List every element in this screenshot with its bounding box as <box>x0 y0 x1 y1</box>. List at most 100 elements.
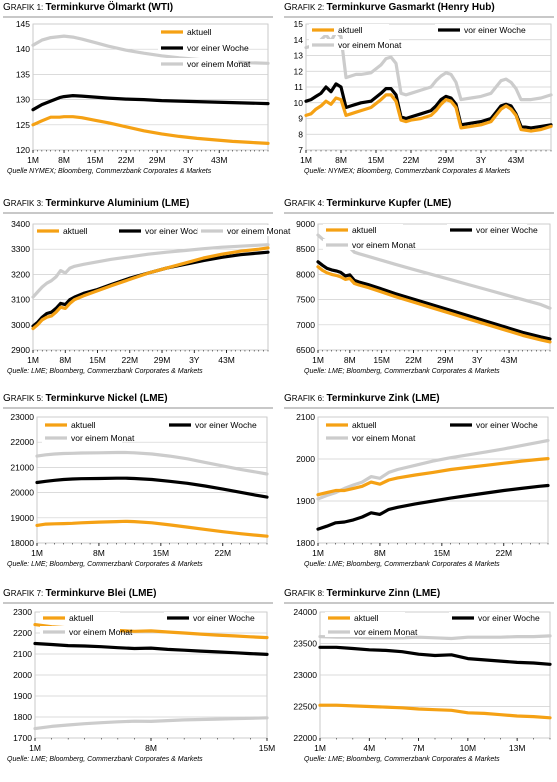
x-tick-label: 8M <box>335 155 347 165</box>
series-line-aktuell <box>316 265 552 344</box>
chart-title-text: Terminkurve Ölmarkt (WTI) <box>45 2 174 13</box>
chart-panel-7: GRAFIK 7: Terminkurve Blei (LME) 1700 1800… <box>3 588 275 780</box>
plot-frame <box>32 223 269 351</box>
title-divider <box>284 212 554 214</box>
legend-bg <box>40 612 120 623</box>
legend-bg <box>40 626 120 637</box>
y-tick-label: 3300 <box>11 244 30 254</box>
x-tick-label: 8M <box>344 355 356 365</box>
y-tick-label: 18000 <box>10 538 34 548</box>
series-line-aktuell <box>31 115 270 145</box>
legend-bg <box>309 39 389 50</box>
chart-title-text: Terminkurve Nickel (LME) <box>45 393 168 404</box>
legend-label-vor-einem-monat: vor einem Monat <box>352 433 416 443</box>
x-tick-label: 22M <box>214 548 231 558</box>
series-line-vor-einer-woche <box>318 645 552 666</box>
chart-panel-5: GRAFIK 5: Terminkurve Nickel (LME) 18000 1… <box>3 393 273 585</box>
legend-bg <box>198 225 278 236</box>
series-line-aktuell <box>304 93 553 133</box>
x-tick-label: 1M <box>29 743 41 753</box>
chart-caption-prefix: GRAFIK 2: <box>284 2 327 13</box>
y-tick-label: 8500 <box>296 244 315 254</box>
y-tick-label: 2200 <box>13 628 32 638</box>
y-tick-label: 7500 <box>296 295 315 305</box>
legend-label-aktuell: aktuell <box>187 27 212 37</box>
legend-bg <box>323 239 403 250</box>
legend-bg <box>323 419 403 430</box>
chart-title: GRAFIK 7: Terminkurve Blei (LME) <box>3 588 156 599</box>
y-tick-label: 125 <box>16 120 30 130</box>
y-tick-label: 22000 <box>10 437 34 447</box>
x-tick-label: 43M <box>501 355 518 365</box>
chart-title-text: Terminkurve Kupfer (LME) <box>326 198 452 209</box>
x-tick-label: 15M <box>89 355 106 365</box>
y-tick-label: 19000 <box>10 513 34 523</box>
x-tick-label: 22M <box>495 548 512 558</box>
x-tick-label: 15M <box>87 155 104 165</box>
title-divider <box>3 407 273 409</box>
legend-label-vor-einer-woche: vor einer Woche <box>476 420 538 430</box>
chart-title-text: Terminkurve Aluminium (LME) <box>45 198 190 209</box>
x-tick-label: 3Y <box>476 155 487 165</box>
chart-title-text: Terminkurve Blei (LME) <box>45 588 157 599</box>
y-tick-label: 15 <box>294 19 304 29</box>
y-tick-label: 6500 <box>296 345 315 355</box>
chart-caption-prefix: GRAFIK 1: <box>3 2 46 13</box>
legend-label-vor-einer-woche: vor einer Woche <box>478 613 540 623</box>
chart-title: GRAFIK 3: Terminkurve Aluminium (LME) <box>3 198 189 209</box>
legend-label-vor-einer-woche: vor einer Woche <box>145 226 207 236</box>
chart-svg: 7 8 9 10 11 12 13 14 15 1M 8M 15M 22M 29M 3Y 43M aktuell… <box>294 19 553 165</box>
y-tick-label: 10 <box>294 98 304 108</box>
x-tick-label: 22M <box>118 155 135 165</box>
legend-label-aktuell: aktuell <box>71 420 96 430</box>
x-tick-label: 29M <box>437 355 454 365</box>
chart-source: Quelle: LME; Bloomberg, Commerzbank Corp… <box>7 368 203 375</box>
legend-bg <box>447 419 527 430</box>
legend-bg <box>34 225 114 236</box>
legend-label-aktuell: aktuell <box>352 420 377 430</box>
x-tick-label: 8M <box>145 743 157 753</box>
legend-bg <box>447 224 527 235</box>
x-tick-label: 3Y <box>183 155 194 165</box>
legend-label-vor-einem-monat: vor einem Monat <box>71 433 135 443</box>
y-tick-label: 3000 <box>11 320 30 330</box>
x-tick-label: 29M <box>149 155 166 165</box>
series-line-aktuell <box>35 519 269 538</box>
x-tick-label: 22M <box>405 355 422 365</box>
chart-source: Quelle: LME; Bloomberg, Commerzbank Corp… <box>304 756 500 763</box>
y-tick-label: 2000 <box>296 454 315 464</box>
title-divider <box>284 16 554 18</box>
chart-title: GRAFIK 5: Terminkurve Nickel (LME) <box>3 393 168 404</box>
x-tick-label: 3Y <box>189 355 200 365</box>
y-tick-label: 1900 <box>296 496 315 506</box>
y-tick-label: 8 <box>298 129 303 139</box>
x-tick-label: 3Y <box>472 355 483 365</box>
chart-title: GRAFIK 4: Terminkurve Kupfer (LME) <box>284 198 451 209</box>
x-tick-label: 1M <box>314 743 326 753</box>
y-tick-label: 145 <box>16 19 30 29</box>
y-tick-label: 1800 <box>13 712 32 722</box>
y-tick-label: 9000 <box>296 219 315 229</box>
chart-panel-6: GRAFIK 6: Terminkurve Zink (LME) 1800 1900… <box>284 393 554 585</box>
legend-label-aktuell: aktuell <box>63 226 88 236</box>
legend-label-vor-einer-woche: vor einer Woche <box>195 420 257 430</box>
chart-svg: 1800 1900 2000 2100 1M 8M 15M 22M aktuell vor ein… <box>296 412 550 558</box>
legend-bg <box>158 42 238 53</box>
y-tick-label: 140 <box>16 44 30 54</box>
chart-title-text: Terminkurve Zinn (LME) <box>326 588 441 599</box>
chart-source: Quelle: NYMEX; Bloomberg, Commerzbank Co… <box>304 168 511 175</box>
x-tick-label: 15M <box>368 155 385 165</box>
legend-bg <box>166 419 246 430</box>
x-tick-label: 15M <box>434 548 451 558</box>
chart-panel-8: GRAFIK 8: Terminkurve Zinn (LME) 22000 225… <box>284 588 554 780</box>
series-line-aktuell <box>31 246 270 331</box>
legend-bg <box>449 612 529 623</box>
legend-label-vor-einer-woche: vor einer Woche <box>187 43 249 53</box>
x-tick-label: 1M <box>27 355 39 365</box>
y-tick-label: 2900 <box>11 345 30 355</box>
chart-svg: 18000 19000 20000 21000 22000 23000 1M 8M 15M 22M… <box>10 412 269 558</box>
y-tick-label: 1800 <box>296 538 315 548</box>
y-tick-label: 7 <box>298 145 303 155</box>
series-line-vor-einer-woche <box>316 483 550 531</box>
